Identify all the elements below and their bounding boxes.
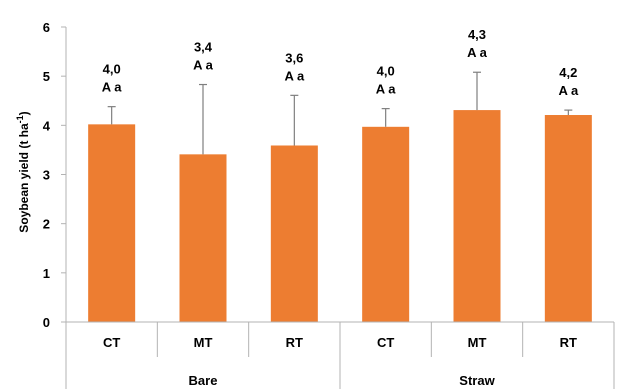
y-tick-label: 0 — [43, 315, 50, 330]
category-label: MT — [468, 335, 487, 350]
value-label: 4,3 — [468, 27, 486, 42]
letter-label: A a — [193, 58, 214, 73]
y-axis-title-main: Soybean yield (t ha — [17, 123, 31, 233]
bar — [270, 145, 318, 322]
y-tick-label: 6 — [43, 20, 50, 35]
letter-label: A a — [284, 68, 305, 83]
group-label: Straw — [459, 373, 495, 388]
letter-label: A a — [102, 80, 123, 95]
value-label: 4,0 — [103, 62, 121, 77]
y-tick-label: 3 — [43, 168, 50, 183]
letter-label: A a — [558, 83, 579, 98]
x-axis: CT MT RT CT MT RT Bare Straw — [65, 321, 615, 389]
bar — [88, 124, 136, 322]
value-label: 3,4 — [194, 40, 213, 55]
group-label: Bare — [189, 373, 218, 388]
y-axis-title-close: ) — [17, 111, 31, 115]
bars: A a 4,0 A a 3,4 A a 3,6 A a 4,0 A a 4,3 A a 4,2 — [88, 27, 592, 322]
bar — [362, 126, 410, 322]
y-axis: 0 1 2 3 4 5 6 — [43, 20, 67, 389]
category-label: RT — [560, 335, 577, 350]
category-label: CT — [377, 335, 394, 350]
letter-label: A a — [376, 82, 397, 97]
y-tick-label: 2 — [43, 217, 50, 232]
y-tick-label: 4 — [43, 118, 51, 133]
y-tick-label: 5 — [43, 69, 50, 84]
category-label: MT — [194, 335, 213, 350]
y-tick-label: 1 — [43, 266, 50, 281]
y-axis-title: Soybean yield (t ha-1) — [15, 111, 31, 232]
value-label: 4,2 — [559, 65, 577, 80]
category-label: CT — [103, 335, 120, 350]
bar — [453, 110, 501, 322]
bar — [544, 115, 592, 322]
bar — [179, 154, 227, 322]
category-label: RT — [286, 335, 303, 350]
y-axis-title-superscript: -1 — [15, 115, 25, 123]
value-label: 3,6 — [285, 50, 303, 65]
letter-label: A a — [467, 45, 488, 60]
value-label: 4,0 — [377, 64, 395, 79]
